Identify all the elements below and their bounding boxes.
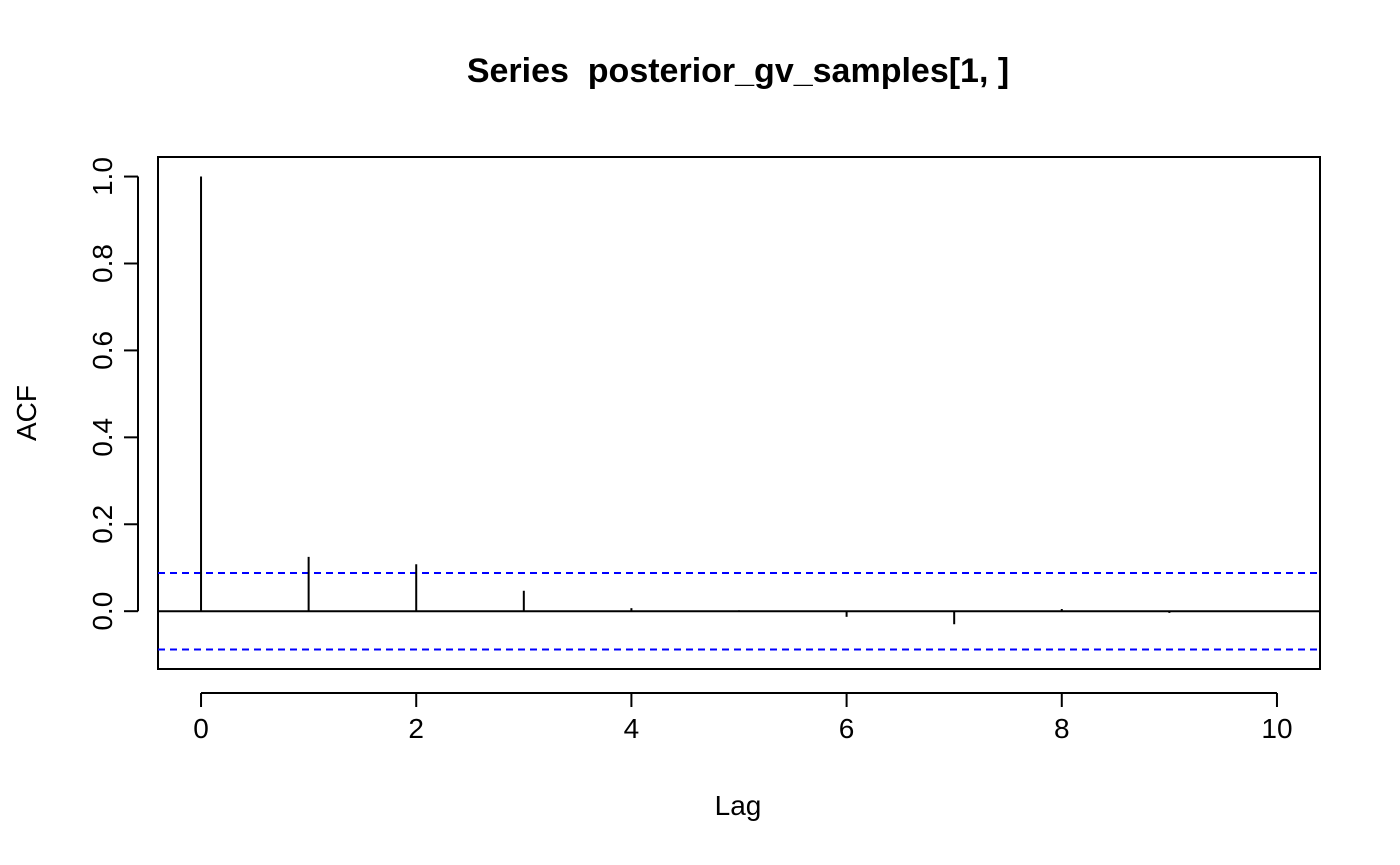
y-tick-label-3: 0.6 [87,331,118,370]
y-tick-label-2: 0.4 [87,418,118,457]
x-tick-label-8: 8 [1054,713,1070,744]
chart-title: Series posterior_gv_samples[1, ] [467,52,1009,90]
y-tick-label-0: 0.0 [87,592,118,631]
y-tick-label-4: 0.8 [87,244,118,283]
plot-frame [157,156,1321,670]
x-tick-label-2: 2 [408,713,424,744]
x-tick-label-0: 0 [193,713,209,744]
x-tick-label-6: 6 [839,713,855,744]
x-tick-label-10: 10 [1261,713,1292,744]
plot-area: 0 2 4 6 8 10 0.0 0.2 0.4 0.6 0.8 1.0 [87,156,1321,744]
y-tick-label-1: 0.2 [87,505,118,544]
y-axis-label: ACF [11,385,42,441]
x-tick-label-4: 4 [624,713,640,744]
x-axis-label: Lag [715,790,762,821]
y-tick-label-5: 1.0 [87,157,118,196]
